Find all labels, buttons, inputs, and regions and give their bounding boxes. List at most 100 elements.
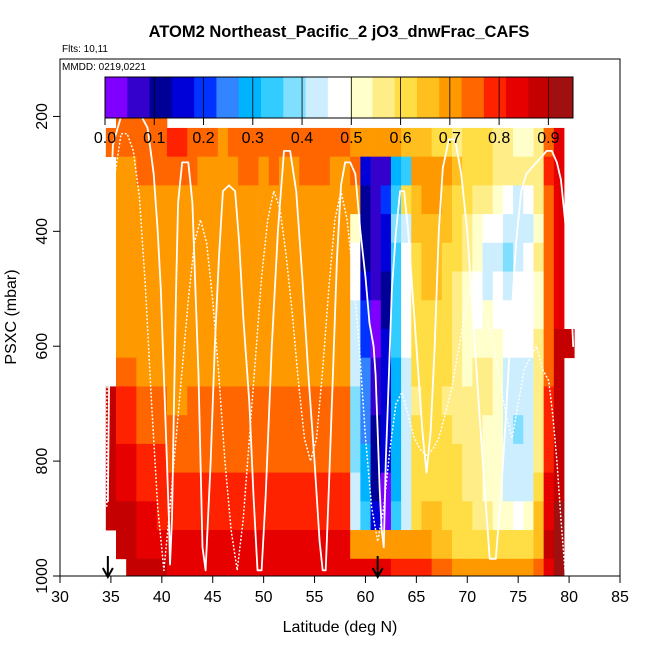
heatmap-cell — [289, 328, 300, 359]
heatmap-cell — [380, 558, 392, 577]
heatmap-cell — [472, 328, 483, 359]
heatmap-cell — [228, 156, 239, 186]
heatmap-cell — [228, 242, 239, 272]
heatmap-cell — [401, 300, 412, 330]
heatmap-cell — [136, 386, 147, 416]
heatmap-cell — [329, 127, 341, 158]
heatmap-cell — [258, 300, 270, 330]
heatmap-cell — [421, 214, 433, 244]
heatmap-cell — [248, 242, 259, 272]
heatmap-cell — [329, 386, 341, 416]
heatmap-cell — [228, 185, 239, 215]
heatmap-cell — [217, 472, 229, 502]
heatmap-cell — [513, 300, 524, 330]
heatmap-cell — [248, 386, 259, 416]
heatmap-cell — [248, 300, 259, 330]
heatmap-cell — [248, 185, 259, 215]
heatmap-cell — [492, 185, 504, 215]
heatmap-cell — [177, 472, 188, 502]
heatmap-cell — [187, 415, 198, 445]
heatmap-cell — [543, 558, 555, 577]
heatmap-cell — [146, 271, 158, 301]
heatmap-cell — [319, 328, 331, 359]
heatmap-cell — [380, 271, 392, 301]
heatmap-cell — [421, 472, 433, 502]
heatmap-cell — [380, 300, 392, 330]
heatmap-cell — [197, 443, 209, 473]
heatmap-cell — [523, 328, 534, 359]
colorbar-tick-label: 0.9 — [537, 130, 559, 147]
heatmap-cell — [146, 214, 158, 244]
heatmap-cell — [289, 386, 300, 416]
heatmap-cell — [452, 357, 463, 387]
heatmap-cell — [217, 271, 229, 301]
heatmap-cell — [146, 127, 158, 158]
heatmap-cell — [299, 357, 310, 387]
heatmap-cell — [543, 415, 555, 445]
heatmap-cell — [299, 415, 310, 445]
heatmap-cell — [248, 156, 259, 186]
heatmap-cell — [238, 386, 249, 416]
heatmap-cell — [177, 443, 188, 473]
heatmap-cell — [177, 214, 188, 244]
colorbar-segment — [528, 77, 552, 118]
heatmap-cell — [340, 415, 351, 445]
heatmap-cell — [533, 242, 545, 272]
heatmap-cell — [197, 328, 209, 359]
heatmap-cell — [207, 357, 219, 387]
heatmap-cell — [248, 127, 259, 158]
heatmap-cell — [553, 530, 565, 560]
flight-11-track — [106, 132, 574, 572]
heatmap-cell — [411, 357, 422, 387]
heatmap-cell — [482, 328, 494, 359]
heatmap-cell — [116, 530, 127, 560]
heatmap-cell — [472, 558, 483, 577]
heatmap-cell — [329, 242, 341, 272]
heatmap-cell — [431, 156, 443, 186]
heatmap-cell — [411, 300, 422, 330]
heatmap-cell — [309, 185, 321, 215]
heatmap-cell — [441, 415, 453, 445]
heatmap-cell — [258, 472, 270, 502]
heatmap-cell — [268, 443, 280, 473]
heatmap-cell — [553, 558, 565, 577]
heatmap-cell — [156, 156, 168, 186]
heatmap-cell — [116, 300, 127, 330]
heatmap-cell — [441, 242, 453, 272]
heatmap-cell — [207, 530, 219, 560]
colorbar-segment — [483, 77, 507, 118]
heatmap-cell — [197, 558, 209, 577]
heatmap-cell — [228, 386, 239, 416]
heatmap-cell — [380, 185, 392, 215]
heatmap-cell — [156, 386, 168, 416]
heatmap-cell — [136, 415, 147, 445]
heatmap-cell — [258, 415, 270, 445]
heatmap-cell — [421, 415, 433, 445]
heatmap-cell — [350, 300, 361, 330]
heatmap-cell — [370, 300, 382, 330]
heatmap-cell — [431, 300, 443, 330]
heatmap-cell — [390, 357, 402, 387]
heatmap-cell — [166, 242, 178, 272]
heatmap-cell — [309, 242, 321, 272]
heatmap-cell — [360, 242, 371, 272]
heatmap-cell — [523, 415, 534, 445]
x-tick-label: 45 — [204, 589, 222, 606]
heatmap-cell — [360, 127, 371, 158]
heatmap-cell — [258, 271, 270, 301]
heatmap-cell — [238, 271, 249, 301]
heatmap-cell — [441, 127, 453, 158]
heatmap-cell — [452, 415, 463, 445]
colorbar-segment — [506, 77, 529, 118]
heatmap-cell — [207, 415, 219, 445]
heatmap-cell — [207, 443, 219, 473]
heatmap-cell — [268, 271, 280, 301]
heatmap-cell — [502, 558, 514, 577]
heatmap-cell — [452, 214, 463, 244]
heatmap-cell — [553, 127, 565, 158]
heatmap-cell — [492, 415, 504, 445]
heatmap-cell — [126, 185, 137, 215]
heatmap-cell — [533, 558, 545, 577]
heatmap-cell — [370, 328, 382, 359]
heatmap-cell — [462, 357, 473, 387]
